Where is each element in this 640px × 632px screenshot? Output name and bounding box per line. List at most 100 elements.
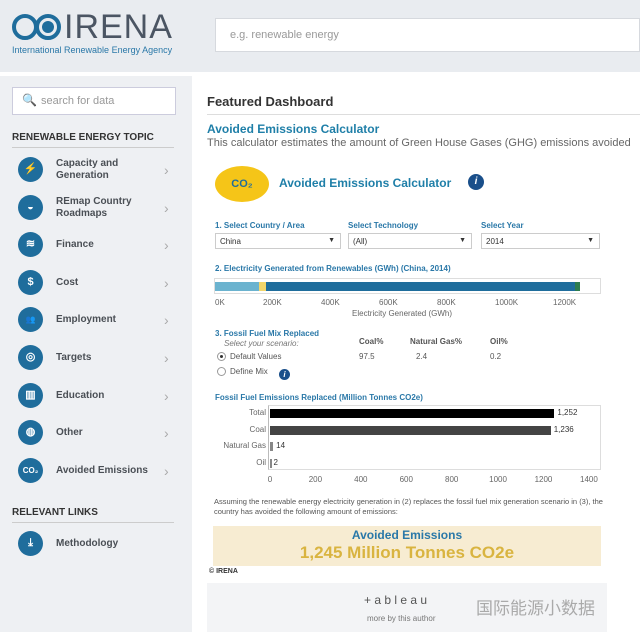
- option-define-mix[interactable]: Define Mix: [230, 367, 268, 376]
- link-methodology[interactable]: ⤓ Methodology: [18, 529, 178, 561]
- electricity-tick: 200K: [263, 298, 282, 307]
- sidebar-item-label: Capacity and Generation: [56, 158, 119, 181]
- electricity-tick: 800K: [437, 298, 456, 307]
- electricity-bar-frame: [214, 278, 601, 294]
- chevron-right-icon: ›: [164, 312, 169, 329]
- tableau-logo[interactable]: + a b l e a u: [364, 593, 428, 607]
- year-select[interactable]: 2014 ▼: [481, 233, 600, 249]
- category-label: Natural Gas: [223, 441, 266, 450]
- emissions-chart-frame: [268, 405, 601, 470]
- more-by-author-link[interactable]: more by this author: [367, 614, 436, 623]
- calculator-title-link[interactable]: Avoided Emissions Calculator: [207, 122, 380, 136]
- sidebar-item[interactable]: ▥ Education ›: [18, 381, 178, 413]
- sidebar-item-label: Other: [56, 427, 83, 439]
- emission-bar: [270, 442, 274, 451]
- books-icon: ▥: [18, 382, 43, 408]
- co2-icon: CO₂: [18, 457, 43, 483]
- oil-value: 0.2: [490, 352, 502, 361]
- chevron-right-icon: ›: [164, 237, 169, 254]
- electricity-axis-label: Electricity Generated (GWh): [352, 309, 453, 318]
- electricity-title: 2. Electricity Generated from Renewables…: [215, 264, 451, 273]
- lightning-icon: ⚡: [18, 157, 43, 182]
- sidebar-item[interactable]: ◎ Targets ›: [18, 343, 178, 375]
- option-default-values[interactable]: Default Values: [230, 352, 282, 361]
- coal-value: 97.5: [359, 352, 375, 361]
- coins-icon: ≋: [18, 232, 43, 258]
- country-value: China: [220, 237, 241, 246]
- x-tick: 0: [267, 475, 273, 484]
- chevron-right-icon: ›: [164, 162, 169, 178]
- x-tick: 1200: [534, 475, 553, 484]
- calculator-description: This calculator estimates the amount of …: [207, 137, 631, 149]
- coal-header: Coal%: [359, 337, 384, 346]
- topic-heading: RENEWABLE ENERGY TOPIC: [12, 132, 154, 143]
- electricity-segment: [574, 282, 581, 291]
- oil-header: Oil%: [490, 337, 508, 346]
- x-tick: 800: [445, 475, 459, 484]
- x-tick: 400: [354, 475, 368, 484]
- info-icon[interactable]: i: [279, 369, 290, 380]
- category-label: Total: [249, 408, 266, 417]
- chevron-right-icon: ›: [164, 350, 169, 366]
- value-label: 1,252: [557, 408, 578, 417]
- scenario-subtitle: Select your scenario:: [224, 339, 299, 348]
- electricity-tick: 1200K: [553, 298, 577, 307]
- caret-down-icon: ▼: [459, 237, 466, 244]
- sidebar-item-label: REmap Country Roadmaps: [56, 195, 132, 219]
- sidebar-item-label: Avoided Emissions: [56, 464, 148, 476]
- technology-label: Select Technology: [348, 221, 419, 230]
- sidebar-item[interactable]: ◍ Other ›: [18, 418, 178, 450]
- sidebar-item[interactable]: CO₂ Avoided Emissions ›: [18, 456, 178, 488]
- country-label: 1. Select Country / Area: [215, 221, 305, 230]
- electricity-tick: 600K: [379, 298, 398, 307]
- divider: [207, 114, 640, 115]
- top-search-input[interactable]: e.g. renewable energy: [215, 18, 640, 52]
- sidebar-item-label: Targets: [56, 352, 92, 363]
- sidebar-item[interactable]: ◒ REmap Country Roadmaps ›: [18, 193, 178, 225]
- caret-down-icon: ▼: [587, 237, 594, 244]
- category-label: Coal: [249, 424, 266, 434]
- logo-subtitle: International Renewable Energy Agency: [12, 45, 173, 55]
- country-select[interactable]: China ▼: [215, 233, 341, 249]
- page-title: Featured Dashboard: [207, 94, 334, 109]
- chevron-right-icon: ›: [164, 462, 169, 479]
- sidebar-item[interactable]: 👥 Employment ›: [18, 305, 178, 337]
- x-tick: 1000: [489, 475, 507, 484]
- category-label: Oil: [256, 457, 266, 467]
- sidebar-item[interactable]: $ Cost ›: [18, 268, 178, 300]
- globe-icon: ◍: [18, 420, 43, 446]
- watermark: 国际能源小数据: [476, 599, 595, 618]
- electricity-segment: [258, 282, 266, 291]
- value-label: 1,236: [553, 424, 574, 434]
- irena-logo-icon: [12, 14, 61, 40]
- sidebar-item-label: Education: [56, 389, 105, 401]
- people-icon: 👥: [18, 307, 43, 333]
- sidebar-item[interactable]: ⚡ Capacity and Generation ›: [18, 155, 178, 187]
- radio-define-mix[interactable]: [217, 367, 226, 376]
- divider: [12, 147, 174, 148]
- result-value: 1,245 Million Tonnes CO2e: [299, 543, 515, 562]
- chevron-right-icon: ›: [164, 425, 169, 442]
- electricity-tick: 1000K: [495, 298, 519, 307]
- radio-default-values[interactable]: [217, 352, 226, 361]
- electricity-segment: [265, 282, 575, 291]
- chevron-right-icon: ›: [164, 199, 169, 216]
- x-tick: 200: [308, 475, 323, 484]
- gas-header: Natural Gas%: [410, 337, 463, 346]
- info-icon[interactable]: i: [468, 174, 484, 190]
- sidebar-item-label: Cost: [56, 276, 79, 288]
- value-label: 14: [276, 441, 286, 450]
- copyright: © IRENA: [209, 568, 238, 575]
- technology-select[interactable]: (All) ▼: [348, 233, 472, 249]
- caret-down-icon: ▼: [328, 237, 335, 244]
- target-icon: ◎: [18, 345, 43, 370]
- emission-bar: [270, 425, 551, 435]
- x-tick: 600: [399, 475, 413, 484]
- emissions-chart-title: Fossil Fuel Emissions Replaced (Million …: [215, 393, 423, 402]
- widget-title: Avoided Emissions Calculator: [279, 176, 452, 190]
- tableau-footer: [207, 583, 607, 632]
- sidebar-item[interactable]: ≋ Finance ›: [18, 230, 178, 262]
- x-tick: 1400: [580, 475, 598, 484]
- sidebar-search-input[interactable]: 🔍 search for data: [12, 87, 176, 115]
- electricity-segment: [215, 282, 259, 291]
